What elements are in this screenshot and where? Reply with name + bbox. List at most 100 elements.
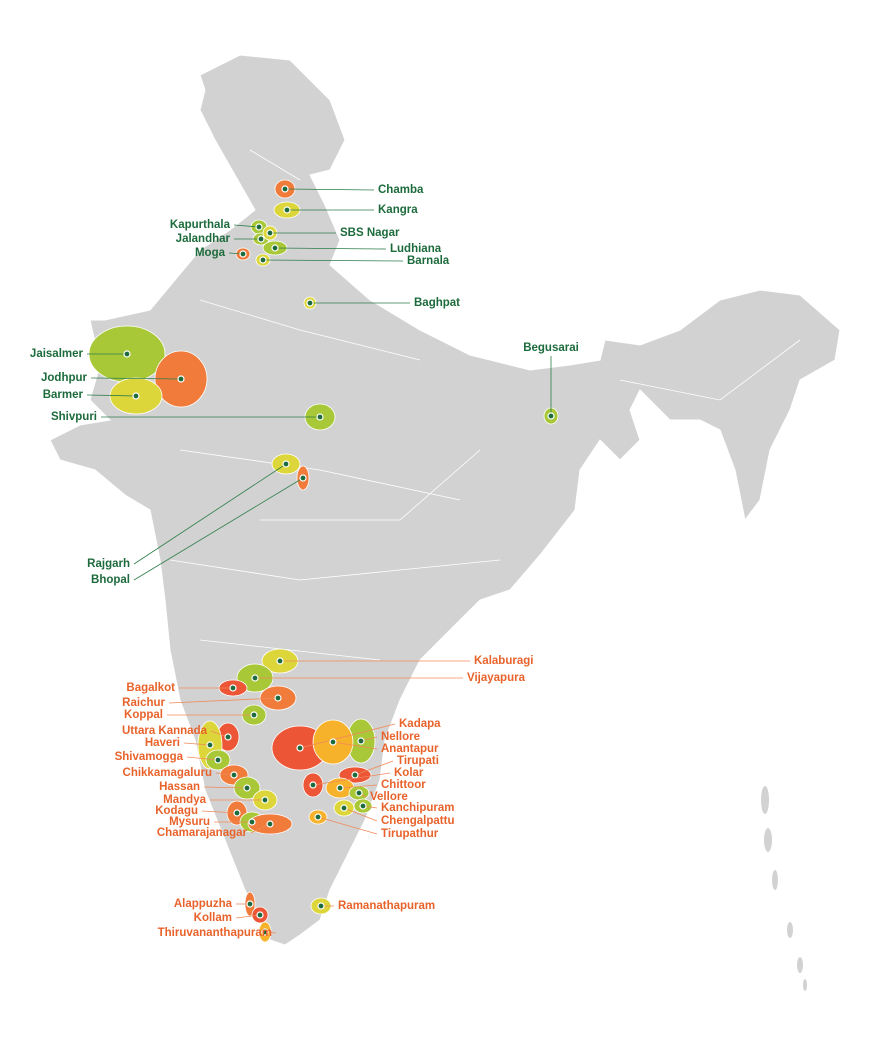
district-marker: [266, 820, 274, 828]
leader-line: [317, 816, 378, 835]
leader-line: [133, 463, 287, 565]
leader-line: [203, 786, 248, 789]
district-marker: [214, 756, 222, 764]
district-labels: Chamba Kangra Kapurthala Jalandhar SBS Nagar…: [30, 184, 579, 939]
leader-line: [86, 394, 137, 397]
district-label: Kanchipuram: [381, 802, 455, 814]
leader-line: [299, 723, 396, 749]
leader-line: [274, 247, 387, 250]
district-label: Kollam: [194, 912, 232, 924]
district-label: Chittoor: [381, 779, 426, 791]
district-label: Barnala: [407, 255, 450, 267]
leader-line: [133, 477, 304, 581]
district-marker: [359, 802, 367, 810]
leader-line: [284, 188, 375, 191]
district-label: Begusarai: [523, 342, 579, 354]
district-label: Ludhiana: [390, 243, 442, 255]
district-label: Jaisalmer: [30, 348, 84, 360]
district-label: Uttara Kannada: [122, 725, 208, 737]
district-marker: [259, 256, 267, 264]
district-label: Shivpuri: [51, 411, 97, 423]
district-marker: [281, 185, 289, 193]
district-marker: [547, 412, 555, 420]
district-label: Jalandhar: [176, 233, 231, 245]
district-label: Tirupathur: [381, 828, 439, 840]
district-label: Bhopal: [91, 574, 130, 586]
district-marker: [282, 460, 290, 468]
district-marker: [271, 244, 279, 252]
district-marker: [239, 250, 247, 258]
district-label: Shivamogga: [115, 751, 184, 763]
district-label: Chamba: [378, 184, 424, 196]
district-marker: [257, 235, 265, 243]
leader-line: [186, 756, 219, 761]
district-marker: [230, 771, 238, 779]
highlighted-districts: [88, 179, 559, 943]
district-label: Kalaburagi: [474, 655, 533, 667]
leader-line: [201, 810, 238, 814]
district-label: Mandya: [163, 794, 206, 806]
district-label: Vijayapura: [467, 672, 526, 684]
district-label: Alappuzha: [174, 898, 233, 910]
islands: [761, 786, 807, 991]
district-marker: [340, 804, 348, 812]
district-marker: [274, 694, 282, 702]
district-label: Chikkamagaluru: [123, 767, 212, 779]
leader-line: [332, 741, 378, 750]
district-label: Thiruvananthapuram: [158, 927, 272, 939]
district-label: Chamarajanagar: [157, 827, 248, 839]
leader-line: [354, 760, 394, 776]
district-label: Moga: [195, 247, 226, 259]
leader-line: [343, 807, 378, 822]
district-marker: [177, 375, 185, 383]
district-label: Kadapa: [399, 718, 441, 730]
district-label: Koppal: [124, 709, 163, 721]
leader-line: [262, 259, 404, 262]
district-marker: [250, 711, 258, 719]
leader-line: [168, 697, 279, 704]
district-marker: [256, 911, 264, 919]
district-label: Kapurthala: [170, 219, 231, 231]
district-label: Tirupati: [397, 755, 439, 767]
district-marker: [306, 299, 314, 307]
district-label: Jodhpur: [41, 372, 88, 384]
district-label: Rajgarh: [87, 558, 130, 570]
district-label: Ramanathapuram: [338, 900, 435, 912]
district-marker: [296, 744, 304, 752]
district-marker: [243, 784, 251, 792]
district-borders: [169, 149, 801, 661]
district-marker: [317, 902, 325, 910]
district-label: Anantapur: [381, 743, 439, 755]
district-label: Vellore: [370, 791, 408, 803]
district-label: Raichur: [122, 697, 165, 709]
district-marker: [316, 413, 324, 421]
district-label: Hassan: [159, 781, 200, 793]
district-marker: [299, 474, 307, 482]
district-marker: [248, 818, 256, 826]
district-label: Kodagu: [155, 805, 198, 817]
district-label: Kolar: [394, 767, 424, 779]
district-label: Bagalkot: [126, 682, 175, 694]
district-marker: [283, 206, 291, 214]
district-label: Chengalpattu: [381, 815, 454, 827]
district-label: Baghpat: [414, 297, 460, 309]
district-label: Barmer: [43, 389, 84, 401]
leader-line: [339, 784, 378, 789]
district-marker: [329, 738, 337, 746]
leader-line: [312, 772, 391, 786]
district-marker: [261, 796, 269, 804]
district-label: Mysuru: [169, 816, 210, 828]
district-marker: [251, 674, 259, 682]
district-marker: [314, 813, 322, 821]
district-marker: [261, 928, 269, 936]
leader-line: [235, 914, 261, 919]
district-label: Nellore: [381, 731, 420, 743]
district-marker: [206, 741, 214, 749]
district-marker: [224, 733, 232, 741]
district-marker: [246, 900, 254, 908]
district-marker: [255, 223, 263, 231]
district-label: Kangra: [378, 204, 418, 216]
district-label: Haveri: [145, 737, 180, 749]
